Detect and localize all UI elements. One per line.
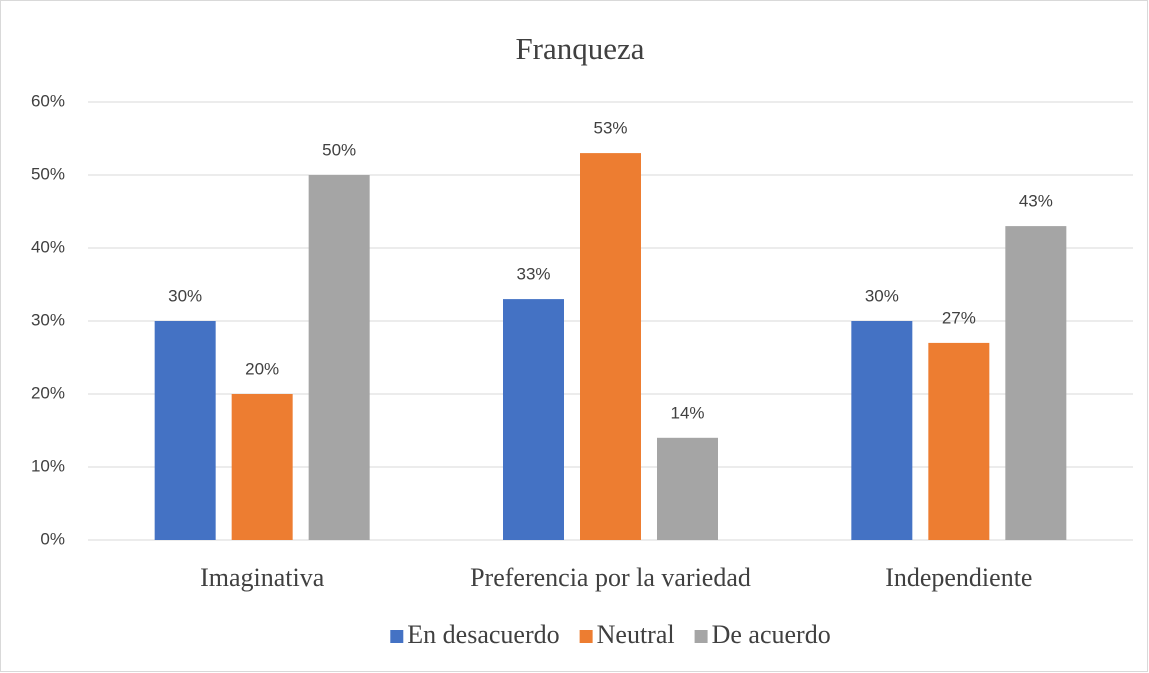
- data-label: 27%: [942, 308, 976, 327]
- y-tick-label: 60%: [31, 91, 65, 110]
- bar: [308, 175, 370, 540]
- legend-label: Neutral: [597, 620, 675, 649]
- y-tick-label: 40%: [31, 237, 65, 256]
- data-label: 30%: [168, 286, 202, 305]
- y-tick-label: 30%: [31, 310, 65, 329]
- legend-label: De acuerdo: [712, 620, 831, 649]
- bar: [657, 437, 718, 540]
- y-tick-label: 50%: [31, 164, 65, 183]
- bar: [231, 394, 293, 540]
- data-label: 14%: [670, 403, 704, 422]
- x-tick-label: Independiente: [885, 563, 1032, 592]
- data-label: 53%: [593, 119, 627, 138]
- data-label: 50%: [322, 140, 356, 159]
- x-tick-label: Preferencia por la variedad: [470, 563, 751, 592]
- bar: [851, 321, 913, 540]
- data-label: 43%: [1019, 192, 1053, 211]
- bar: [580, 153, 641, 540]
- legend-label: En desacuerdo: [407, 620, 559, 649]
- legend-swatch: [579, 630, 593, 643]
- data-label: 33%: [516, 265, 550, 284]
- bar: [154, 321, 216, 540]
- y-tick-label: 10%: [31, 456, 65, 475]
- data-label: 30%: [865, 286, 899, 305]
- bar: [1005, 226, 1067, 540]
- legend-swatch: [694, 630, 708, 643]
- data-label: 20%: [245, 359, 279, 378]
- bar: [503, 299, 564, 540]
- x-tick-label: Imaginativa: [200, 563, 325, 592]
- bar: [928, 342, 990, 540]
- legend-swatch: [390, 630, 404, 643]
- chart-title: Franqueza: [515, 31, 644, 66]
- y-tick-label: 0%: [40, 529, 65, 548]
- y-tick-label: 20%: [31, 383, 65, 402]
